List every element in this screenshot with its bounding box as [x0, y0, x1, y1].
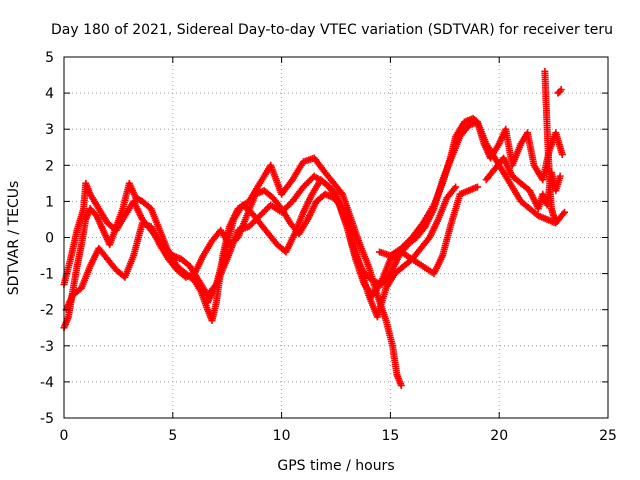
data-point — [473, 183, 481, 191]
x-tick-label: 25 — [599, 428, 617, 444]
y-tick-label: -1 — [40, 267, 54, 283]
y-tick-label: -4 — [40, 375, 54, 391]
data-point — [452, 183, 460, 191]
y-tick-label: 3 — [45, 122, 54, 138]
data-points — [60, 67, 568, 390]
series-track-7 — [541, 67, 560, 223]
data-point — [556, 172, 564, 180]
series-track-4 — [204, 118, 568, 306]
x-tick-label: 5 — [168, 428, 177, 444]
chart-title: Day 180 of 2021, Sidereal Day-to-day VTE… — [51, 22, 613, 38]
x-axis-ticks: 0 5 10 15 20 25 — [60, 57, 617, 444]
grid-lines — [64, 57, 608, 418]
y-tick-label: -2 — [40, 303, 54, 319]
x-tick-label: 15 — [381, 428, 399, 444]
data-point — [557, 85, 565, 93]
y-tick-label: -3 — [40, 339, 54, 355]
y-axis-label: SDTVAR / TECUs — [6, 181, 22, 296]
y-tick-label: -5 — [40, 411, 54, 427]
y-tick-label: 5 — [45, 50, 54, 66]
y-tick-label: 2 — [45, 158, 54, 174]
data-point — [560, 208, 568, 216]
y-tick-label: 0 — [45, 231, 54, 247]
data-point — [397, 382, 405, 390]
x-tick-label: 10 — [273, 428, 291, 444]
data-point — [558, 150, 566, 158]
y-tick-label: 4 — [45, 86, 54, 102]
data-point — [552, 215, 560, 223]
x-tick-label: 0 — [60, 428, 69, 444]
y-tick-label: 1 — [45, 194, 54, 210]
y-axis-ticks: 5 4 3 2 1 0 -1 -2 -3 -4 -5 — [40, 50, 608, 427]
x-tick-label: 20 — [490, 428, 508, 444]
series-track-8 — [554, 85, 565, 97]
series-track-1 — [60, 154, 405, 390]
x-axis-label: GPS time / hours — [277, 458, 394, 474]
